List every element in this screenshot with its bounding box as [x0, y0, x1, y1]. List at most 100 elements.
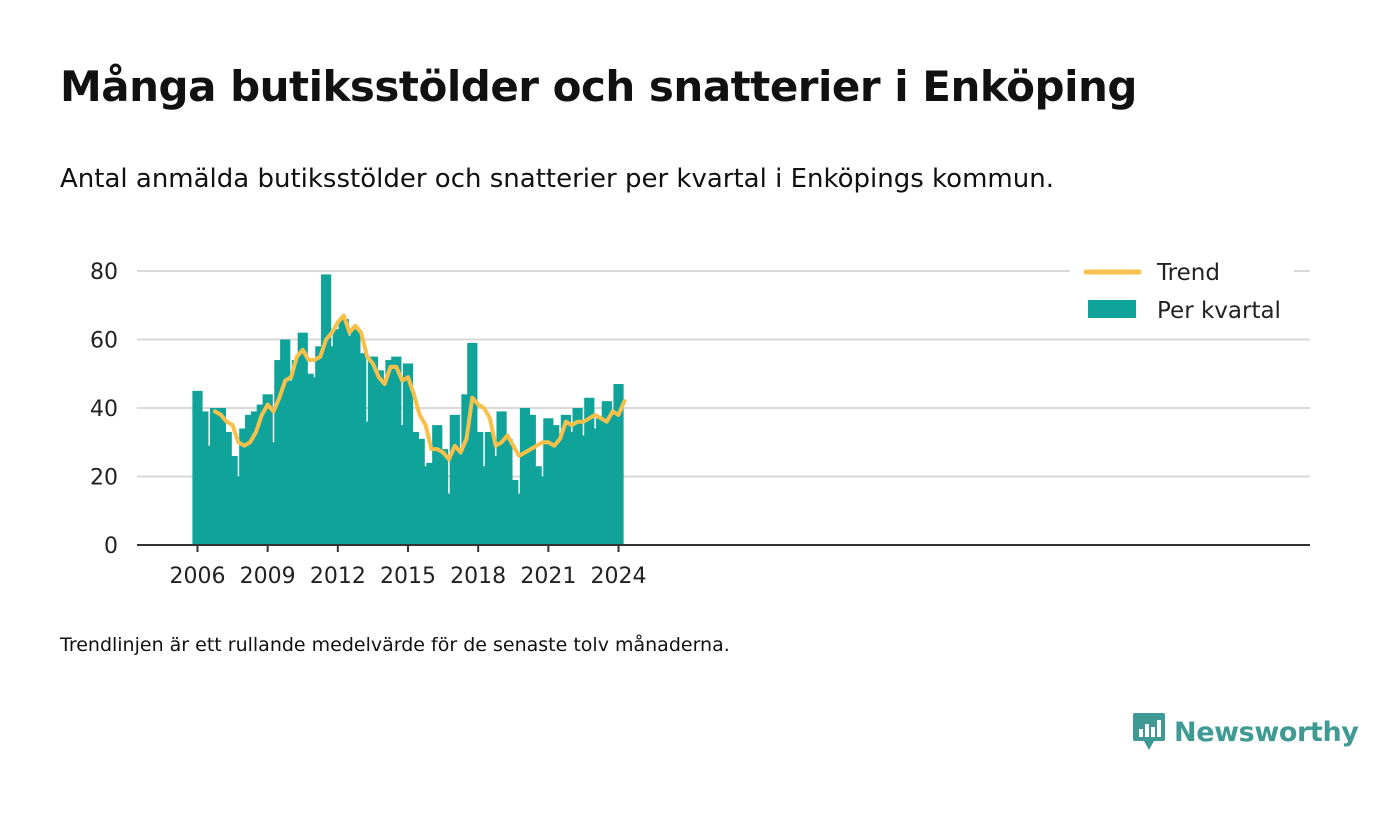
bar-2014-Q1: [379, 384, 390, 545]
bar-2012-Q2: [338, 318, 349, 545]
bar-2019-Q2: [502, 438, 513, 545]
bar-2008-Q1: [239, 428, 250, 545]
bar-2006-Q3: [204, 445, 215, 545]
bar-2015-Q3: [414, 438, 425, 545]
x-tick-label-2012: 2012: [310, 564, 366, 589]
bar-2023-Q2: [595, 418, 607, 545]
bar-2021-Q3: [554, 438, 566, 545]
bar-2007-Q2: [221, 431, 232, 545]
bar-2014-Q4: [397, 425, 408, 545]
bar-2009-Q3: [274, 360, 285, 545]
y-tick-label-60: 60: [90, 329, 118, 354]
bar-2023-Q4: [607, 414, 618, 545]
bar-2009-Q4: [280, 339, 291, 545]
x-tick-label-2006: 2006: [170, 564, 226, 589]
x-tick-label-2018: 2018: [450, 564, 506, 589]
bar-2020-Q4: [537, 476, 548, 545]
bar-2015-Q4: [420, 466, 431, 545]
bar-2021-Q1: [543, 418, 554, 545]
bar-2014-Q3: [391, 356, 402, 545]
bar-2017-Q4: [467, 342, 478, 545]
bar-2019-Q1: [496, 411, 507, 545]
bar-2021-Q2: [549, 425, 560, 545]
bar-2006-Q4: [209, 408, 221, 545]
y-tick-label-0: 0: [104, 534, 118, 559]
bar-2008-Q3: [250, 411, 262, 545]
bar-2022-Q2: [572, 408, 583, 545]
legend-background: [1070, 255, 1294, 337]
bar-2011-Q4: [326, 346, 338, 545]
bar-2016-Q3: [437, 449, 449, 545]
bar-2018-Q3: [484, 431, 495, 545]
bar-2008-Q4: [256, 404, 267, 545]
bar-2011-Q1: [309, 377, 320, 545]
bar-2013-Q4: [373, 370, 384, 545]
bar-2010-Q1: [285, 380, 297, 545]
bar-2024-Q1: [613, 384, 624, 545]
bar-2022-Q3: [578, 435, 589, 545]
bar-2023-Q3: [601, 401, 612, 545]
legend-bar-swatch: [1088, 300, 1136, 318]
brand-name: Newsworthy: [1174, 716, 1359, 748]
footnote: Trendlinjen är ett rullande medelvärde f…: [60, 634, 730, 656]
axes: 0 20 40 60 80 2006 2009 2012 2015 2018 2021 2024: [90, 260, 1310, 589]
bar-2019-Q3: [508, 479, 519, 545]
bar-2020-Q2: [525, 414, 536, 545]
bar-2015-Q2: [408, 431, 419, 545]
bar-2016-Q4: [443, 493, 455, 545]
bar-2018-Q2: [478, 466, 490, 545]
bar-2023-Q1: [590, 428, 601, 545]
bar-2007-Q1: [215, 408, 226, 545]
bar-2022-Q4: [584, 397, 595, 545]
bar-2013-Q2: [361, 421, 373, 545]
bar-2018-Q1: [473, 431, 484, 545]
bar-2016-Q2: [432, 425, 443, 545]
y-tick-label-20: 20: [90, 466, 118, 491]
bar-2007-Q4: [233, 476, 244, 545]
bar-2006-Q1: [192, 390, 203, 545]
bar-2012-Q1: [332, 329, 343, 545]
chart-title: Många butiksstölder och snatterier i Enk…: [60, 62, 1137, 111]
legend: Trend Per kvartal: [1070, 255, 1294, 337]
bar-2009-Q2: [268, 442, 279, 545]
bar-2017-Q1: [449, 414, 460, 545]
bar-2010-Q3: [297, 332, 308, 545]
bar-2020-Q3: [531, 466, 542, 545]
bar-2010-Q4: [303, 373, 314, 545]
bar-2018-Q4: [490, 455, 501, 545]
brand-logo[interactable]: Newsworthy: [1132, 712, 1359, 752]
bar-2022-Q1: [566, 431, 577, 545]
x-tick-label-2021: 2021: [520, 564, 576, 589]
bar-2015-Q1: [402, 363, 414, 545]
x-tick-label-2024: 2024: [591, 564, 647, 589]
bar-2017-Q3: [461, 394, 472, 545]
bar-2012-Q3: [344, 336, 355, 545]
bar-2009-Q1: [262, 394, 273, 545]
bar-2008-Q2: [245, 414, 256, 545]
y-tick-label-40: 40: [90, 397, 118, 422]
trend-line: [213, 313, 627, 462]
x-tick-label-2015: 2015: [380, 564, 436, 589]
bar-2017-Q2: [455, 449, 466, 545]
bar-series: [192, 274, 624, 545]
bar-2011-Q3: [321, 274, 332, 545]
bar-2019-Q4: [514, 493, 525, 545]
chart-subtitle: Antal anmälda butiksstölder och snatteri…: [60, 164, 1054, 194]
bar-2020-Q1: [519, 408, 531, 545]
legend-trend-label: Trend: [1156, 260, 1220, 286]
bar-2021-Q4: [560, 414, 571, 545]
bar-2006-Q2: [198, 411, 209, 545]
bar-2012-Q4: [350, 329, 361, 545]
trend-series: [213, 313, 627, 462]
bar-2007-Q3: [227, 455, 238, 545]
legend-bar-label: Per kvartal: [1157, 298, 1281, 324]
bar-2010-Q2: [291, 360, 303, 545]
bar-2014-Q2: [385, 360, 396, 545]
newsworthy-logo-icon: [1133, 713, 1165, 750]
x-tick-label-2009: 2009: [240, 564, 296, 589]
bar-2013-Q1: [356, 353, 367, 545]
bar-2011-Q2: [315, 346, 326, 545]
y-tick-label-80: 80: [90, 260, 118, 285]
bar-2016-Q1: [426, 462, 437, 545]
